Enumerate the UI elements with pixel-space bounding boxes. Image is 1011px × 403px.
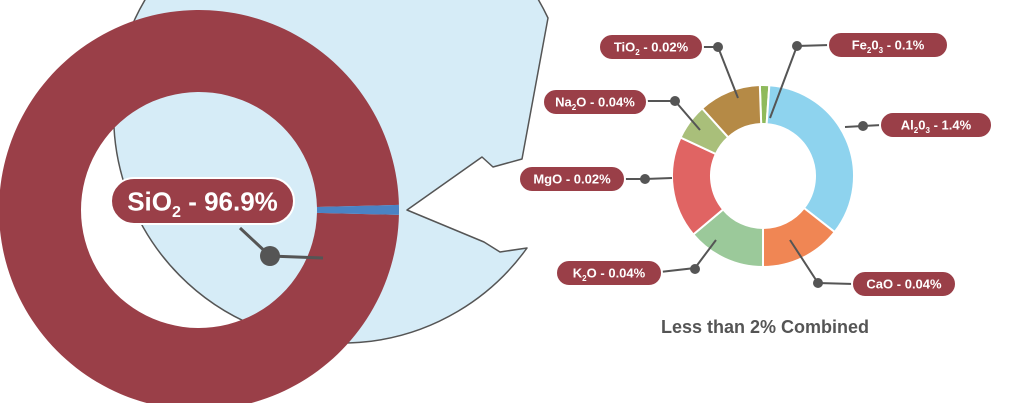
label-al2o3: Al203 - 1.4% <box>844 111 993 139</box>
label-pill <box>518 165 626 193</box>
label-pill <box>827 31 949 59</box>
leader-dot <box>858 121 868 131</box>
formula-subscript: 2 <box>914 126 919 135</box>
value-text: - 0.02% <box>640 40 689 55</box>
slice-al2o3 <box>765 84 855 234</box>
minor-oxides-donut-chart <box>671 84 855 269</box>
slice-tio2 <box>700 84 763 139</box>
formula-text: CaO <box>866 277 893 292</box>
label-text: CaO - 0.04% <box>866 277 942 292</box>
formula-text: TiO <box>614 40 635 55</box>
formula-text: K <box>573 266 583 281</box>
label-pill <box>110 177 295 225</box>
leader-dot <box>260 246 280 266</box>
value-text: - 0.1% <box>883 38 925 53</box>
label-na2o: Na2O - 0.04% <box>542 88 701 131</box>
label-fe2o3: Fe203 - 0.1% <box>769 31 949 119</box>
label-pill <box>555 259 663 287</box>
label-sio2: SiO2 - 96.9% <box>110 177 324 266</box>
label-tio2: TiO2 - 0.02% <box>598 33 739 99</box>
formula-text: O <box>587 266 597 281</box>
leader-dot <box>792 41 802 51</box>
main-donut-chart <box>0 10 400 403</box>
formula-text: Al <box>901 118 914 133</box>
label-text: MgO - 0.02% <box>533 172 611 187</box>
label-mgo: MgO - 0.02% <box>518 165 673 193</box>
value-text: - 96.9% <box>181 186 278 216</box>
value-text: - 0.04% <box>893 277 942 292</box>
formula-text: Na <box>555 95 572 110</box>
label-pill <box>542 88 648 116</box>
value-text: - 0.02% <box>562 172 611 187</box>
formula-subscript: 2 <box>572 103 577 112</box>
label-pill <box>879 111 993 139</box>
label-k2o: K2O - 0.04% <box>555 239 717 287</box>
value-text: - 1.4% <box>930 118 972 133</box>
formula-subscript: 2 <box>867 46 872 55</box>
label-text: K2O - 0.04% <box>573 266 646 283</box>
formula-text: 0 <box>871 38 878 53</box>
formula-text: Fe <box>852 38 867 53</box>
label-text: TiO2 - 0.02% <box>614 40 689 57</box>
formula-text: MgO <box>533 172 562 187</box>
formula-text: SiO <box>127 186 172 216</box>
leader-dot <box>640 174 650 184</box>
label-text: Fe203 - 0.1% <box>852 38 925 55</box>
label-cao: CaO - 0.04% <box>789 239 957 298</box>
leader-dot <box>670 96 680 106</box>
formula-subscript: 2 <box>172 203 181 221</box>
label-pill <box>851 270 957 298</box>
leader-dot <box>713 42 723 52</box>
formula-subscript: 3 <box>926 126 931 135</box>
slice-labels: SiO2 - 96.9%Fe203 - 0.1%Al203 - 1.4%CaO … <box>110 31 993 298</box>
leader-dot <box>813 278 823 288</box>
formula-subscript: 3 <box>879 46 884 55</box>
leader-dot <box>690 264 700 274</box>
label-text: Na2O - 0.04% <box>555 95 635 112</box>
formula-subscript: 2 <box>582 274 587 283</box>
chart-caption: Less than 2% Combined <box>661 317 869 337</box>
label-pill <box>598 33 704 61</box>
value-text: - 0.04% <box>586 95 635 110</box>
formula-subscript: 2 <box>635 48 640 57</box>
slice-other <box>316 204 400 215</box>
label-text: Al203 - 1.4% <box>901 118 972 135</box>
formula-text: O <box>576 95 586 110</box>
formula-text: 0 <box>918 118 925 133</box>
value-text: - 0.04% <box>597 266 646 281</box>
label-text: SiO2 - 96.9% <box>127 186 278 221</box>
slice-sio2 <box>0 10 399 403</box>
